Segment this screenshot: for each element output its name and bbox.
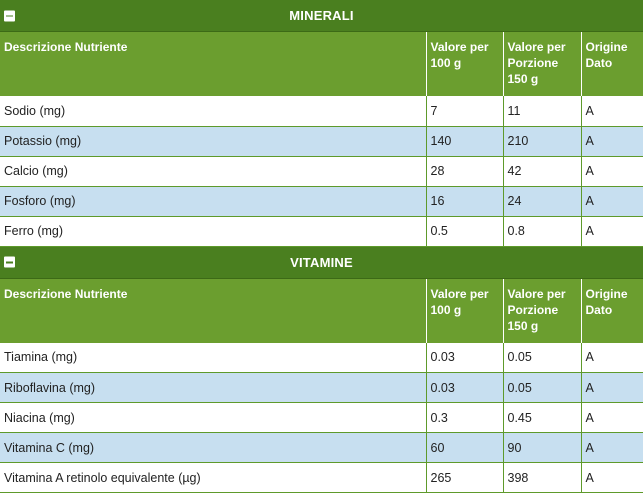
column-header-per-portion: Valore per Porzione 150 g <box>503 32 581 96</box>
value-per-100g: 0.3 <box>426 403 503 433</box>
value-per-portion: 11 <box>503 96 581 126</box>
value-per-portion: 0.05 <box>503 373 581 403</box>
value-per-portion: 0.45 <box>503 403 581 433</box>
data-origin: A <box>581 186 643 216</box>
nutrient-name: Potassio (mg) <box>0 126 426 156</box>
section-header[interactable]: VITAMINE <box>0 247 643 279</box>
value-per-100g: 0.5 <box>426 216 503 246</box>
section-title: MINERALI <box>289 8 353 23</box>
value-per-portion: 24 <box>503 186 581 216</box>
column-header-per-100g: Valore per 100 g <box>426 32 503 96</box>
value-per-portion: 42 <box>503 156 581 186</box>
nutrient-name: Calcio (mg) <box>0 156 426 186</box>
data-origin: A <box>581 96 643 126</box>
nutrient-name: Ferro (mg) <box>0 216 426 246</box>
value-per-100g: 0.03 <box>426 343 503 373</box>
value-per-portion: 90 <box>503 433 581 463</box>
nutrient-name: Fosforo (mg) <box>0 186 426 216</box>
value-per-100g: 265 <box>426 463 503 493</box>
data-origin: A <box>581 156 643 186</box>
nutrient-name: Vitamina C (mg) <box>0 433 426 463</box>
column-header-origin: Origine Dato <box>581 32 643 96</box>
data-origin: A <box>581 463 643 493</box>
data-origin: A <box>581 373 643 403</box>
data-origin: A <box>581 126 643 156</box>
value-per-100g: 28 <box>426 156 503 186</box>
value-per-100g: 16 <box>426 186 503 216</box>
data-origin: A <box>581 216 643 246</box>
column-header-per-100g: Valore per 100 g <box>426 279 503 343</box>
value-per-portion: 398 <box>503 463 581 493</box>
nutrient-name: Niacina (mg) <box>0 403 426 433</box>
value-per-portion: 0.8 <box>503 216 581 246</box>
column-header-description: Descrizione Nutriente <box>0 279 426 343</box>
section-title: VITAMINE <box>290 255 353 270</box>
value-per-portion: 210 <box>503 126 581 156</box>
value-per-portion: 0.05 <box>503 343 581 373</box>
value-per-100g: 140 <box>426 126 503 156</box>
data-origin: A <box>581 343 643 373</box>
column-header-per-portion: Valore per Porzione 150 g <box>503 279 581 343</box>
section-header[interactable]: MINERALI <box>0 0 643 32</box>
value-per-100g: 7 <box>426 96 503 126</box>
collapse-icon[interactable] <box>4 257 15 268</box>
collapse-icon[interactable] <box>4 10 15 21</box>
nutrient-name: Vitamina A retinolo equivalente (µg) <box>0 463 426 493</box>
nutrient-name: Sodio (mg) <box>0 96 426 126</box>
value-per-100g: 0.03 <box>426 373 503 403</box>
data-origin: A <box>581 403 643 433</box>
value-per-100g: 60 <box>426 433 503 463</box>
nutrient-name: Tiamina (mg) <box>0 343 426 373</box>
data-origin: A <box>581 433 643 463</box>
column-header-origin: Origine Dato <box>581 279 643 343</box>
nutrient-name: Riboflavina (mg) <box>0 373 426 403</box>
column-header-description: Descrizione Nutriente <box>0 32 426 96</box>
